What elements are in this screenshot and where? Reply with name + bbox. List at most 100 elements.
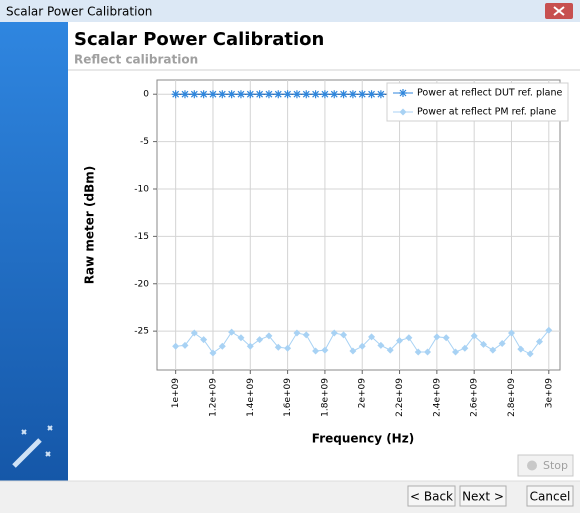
wizard-icon — [12, 425, 53, 468]
diamond-marker — [480, 340, 488, 348]
diamond-marker — [349, 347, 357, 355]
chart: 0 -5 -10 -15 -20 -25 1e+09 1.2e+09 1.4e+09 1.6e+0… — [83, 79, 569, 446]
diamond-marker — [433, 333, 441, 341]
stop-button: Stop — [517, 454, 574, 477]
title-bar — [0, 0, 580, 22]
y-tick-label: -20 — [134, 279, 149, 289]
diamond-marker — [526, 350, 534, 358]
star-marker — [190, 90, 199, 99]
star-marker — [376, 90, 385, 99]
star-marker — [302, 90, 311, 99]
y-tick-label: -15 — [134, 232, 149, 242]
star-marker — [246, 90, 255, 99]
star-marker — [171, 90, 180, 99]
star-marker — [218, 90, 227, 99]
x-tick-label: 1e+09 — [171, 378, 181, 409]
diamond-marker — [312, 347, 320, 355]
diamond-marker — [293, 329, 301, 337]
diamond-marker — [228, 328, 236, 336]
diamond-marker — [517, 345, 525, 353]
diamond-marker — [330, 329, 338, 337]
diamond-marker — [172, 342, 180, 350]
button[interactable]: Cancel — [526, 485, 574, 507]
star-marker — [367, 90, 376, 99]
x-tick-label: 3e+09 — [544, 378, 554, 409]
x-tick-label: 2.4e+09 — [432, 378, 442, 417]
x-tick-label: 1.6e+09 — [283, 378, 293, 417]
button[interactable]: < Back — [407, 485, 456, 507]
x-axis-label: Frequency (Hz) — [312, 432, 414, 446]
button-frame — [526, 485, 574, 507]
diamond-marker — [284, 344, 292, 352]
diamond-marker — [321, 346, 329, 354]
star-marker — [236, 90, 245, 99]
diamond-marker — [442, 334, 450, 342]
star-marker — [292, 90, 301, 99]
plot-area — [156, 79, 561, 371]
diamond-marker — [358, 342, 366, 350]
x-tick-label: 2.8e+09 — [507, 378, 517, 417]
diamond-marker — [209, 349, 217, 357]
side-panel — [0, 22, 68, 481]
diamond-marker — [461, 344, 469, 352]
diamond-marker — [452, 348, 460, 356]
diamond-marker — [368, 333, 376, 341]
star-marker — [330, 90, 339, 99]
header-title: Scalar Power Calibration — [74, 29, 324, 50]
legend-label: Power at reflect DUT ref. plane — [417, 88, 562, 99]
diamond-marker — [246, 342, 254, 350]
star-marker — [255, 90, 264, 99]
diamond-marker — [274, 343, 282, 351]
star-marker — [264, 90, 273, 99]
y-axis-label: Raw meter (dBm) — [83, 166, 97, 284]
star-marker — [274, 90, 283, 99]
button-label: Cancel — [530, 490, 571, 504]
window-title: Scalar Power Calibration — [6, 5, 152, 19]
star-marker — [180, 90, 189, 99]
x-tick-label: 2.2e+09 — [395, 378, 405, 417]
button-frame — [407, 485, 456, 507]
diamond-marker — [507, 329, 515, 337]
x-tick-label: 2e+09 — [358, 378, 368, 409]
star-marker — [399, 89, 407, 97]
legend-label: Power at reflect PM ref. plane — [417, 107, 556, 118]
button-frame — [459, 485, 507, 507]
star-marker — [339, 90, 348, 99]
star-marker — [227, 90, 236, 99]
diamond-marker — [302, 331, 310, 339]
star-marker — [348, 90, 357, 99]
diamond-marker — [470, 332, 478, 340]
diamond-marker — [399, 108, 407, 116]
y-tick-label: -5 — [140, 137, 149, 147]
x-tick-label: 1.4e+09 — [246, 378, 256, 417]
header-subtitle: Reflect calibration — [74, 53, 198, 67]
x-tick-label: 1.8e+09 — [320, 378, 330, 417]
diamond-marker — [424, 348, 432, 356]
diamond-marker — [200, 336, 208, 344]
star-marker — [283, 90, 292, 99]
star-marker — [199, 90, 208, 99]
close-button[interactable] — [545, 3, 573, 19]
star-marker — [320, 90, 329, 99]
y-tick-label: 0 — [143, 90, 149, 100]
button-label: < Back — [410, 490, 453, 504]
diamond-marker — [377, 341, 385, 349]
legend-box — [386, 82, 569, 122]
star-marker — [358, 90, 367, 99]
diamond-marker — [535, 338, 543, 346]
diamond-marker — [190, 329, 198, 337]
diamond-marker — [405, 334, 413, 342]
stop-label: Stop — [543, 459, 568, 472]
diamond-marker — [414, 348, 422, 356]
button[interactable]: Next > — [459, 485, 507, 507]
diamond-marker — [181, 341, 189, 349]
diamond-marker — [498, 339, 506, 347]
diamond-marker — [256, 336, 264, 344]
star-marker — [311, 90, 320, 99]
diamond-marker — [386, 346, 394, 354]
button-label: Next > — [462, 490, 504, 504]
diamond-marker — [396, 337, 404, 345]
diamond-marker — [340, 331, 348, 339]
x-tick-label: 2.6e+09 — [470, 378, 480, 417]
